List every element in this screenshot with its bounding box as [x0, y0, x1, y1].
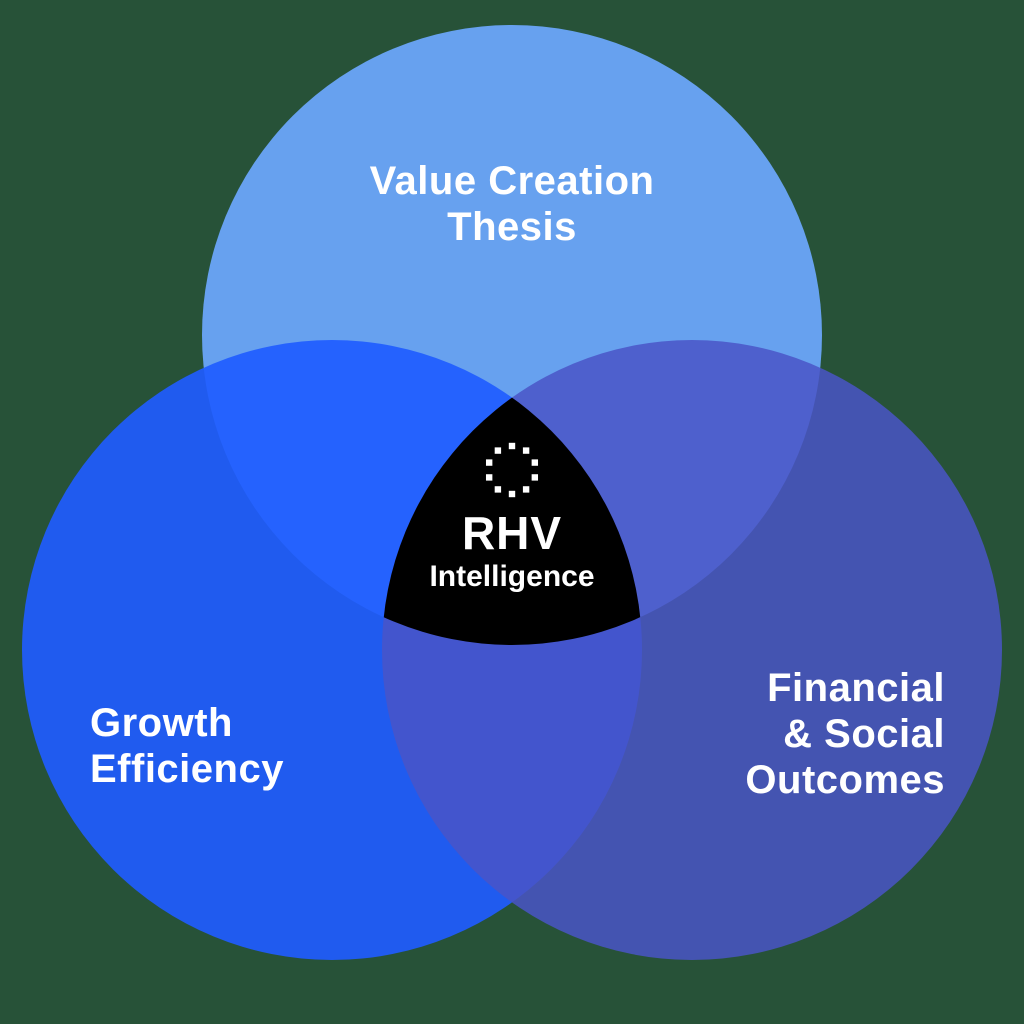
label-right-line2: & Social [783, 712, 945, 756]
label-left-line1: Growth [90, 701, 233, 745]
label-financial-social-outcomes: Financial & Social Outcomes [745, 665, 945, 803]
label-value-creation-thesis: Value Creation Thesis [0, 158, 1024, 250]
label-top-line1: Value Creation [370, 159, 655, 203]
label-right-line3: Outcomes [745, 758, 945, 802]
center-label: RHV Intelligence [0, 506, 1024, 594]
center-subtitle: Intelligence [0, 560, 1024, 594]
label-growth-efficiency: Growth Efficiency [90, 700, 284, 792]
label-right-line1: Financial [767, 666, 945, 710]
center-title: RHV [0, 506, 1024, 560]
label-top-line2: Thesis [447, 205, 577, 249]
label-left-line2: Efficiency [90, 747, 284, 791]
